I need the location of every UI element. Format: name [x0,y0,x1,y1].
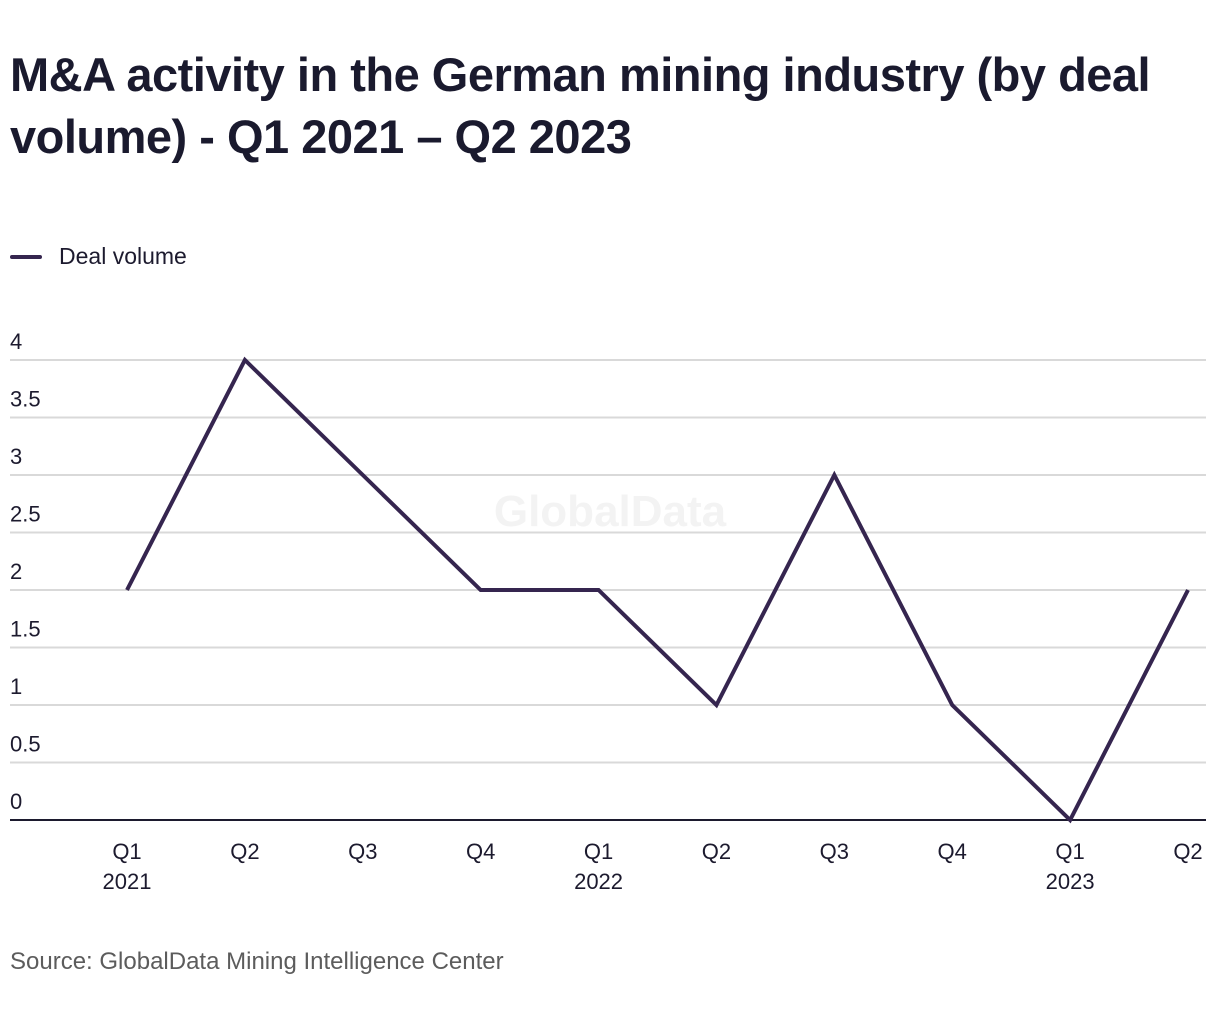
chart-title: M&A activity in the German mining indust… [10,48,1151,163]
x-axis-ticks: Q1 2021 Q2 Q3 Q4 Q1 2022 Q2 Q3 Q4 Q1 2023 Q2 [103,839,1203,894]
x-tick-label: Q2 [702,839,731,864]
x-tick-year-label: 2023 [1046,869,1095,894]
y-tick-label: 0.5 [10,732,41,757]
x-tick-label: Q3 [820,839,849,864]
y-tick-label: 2 [10,559,22,584]
x-tick-label: Q4 [938,839,967,864]
x-tick-label: Q2 [1173,839,1202,864]
x-tick-label: Q1 [112,839,141,864]
legend: Deal volume [10,243,187,270]
y-tick-label: 3 [10,444,22,469]
y-tick-label: 0 [10,789,22,814]
series-line [125,356,1190,824]
x-tick-label: Q2 [230,839,259,864]
gridlines [10,359,1206,764]
x-tick-label: Q1 [1055,839,1084,864]
y-tick-label: 4 [10,329,22,354]
x-tick-year-label: 2022 [574,869,623,894]
legend-label-deal-volume: Deal volume [59,243,187,269]
x-tick-year-label: 2021 [103,869,152,894]
y-tick-label: 3.5 [10,387,41,412]
source-note: Source: GlobalData Mining Intelligence C… [10,948,504,975]
legend-swatch-deal-volume [10,254,42,259]
watermark: GlobalData [494,487,727,536]
y-tick-label: 2.5 [10,502,41,527]
x-tick-label: Q3 [348,839,377,864]
y-axis-ticks: 0 0.5 1 1.5 2 2.5 3 3.5 4 [10,329,41,814]
series-deal-volume [125,356,1190,824]
x-tick-label: Q1 [584,839,613,864]
y-tick-label: 1 [10,674,22,699]
y-tick-label: 1.5 [10,617,41,642]
x-tick-label: Q4 [466,839,495,864]
